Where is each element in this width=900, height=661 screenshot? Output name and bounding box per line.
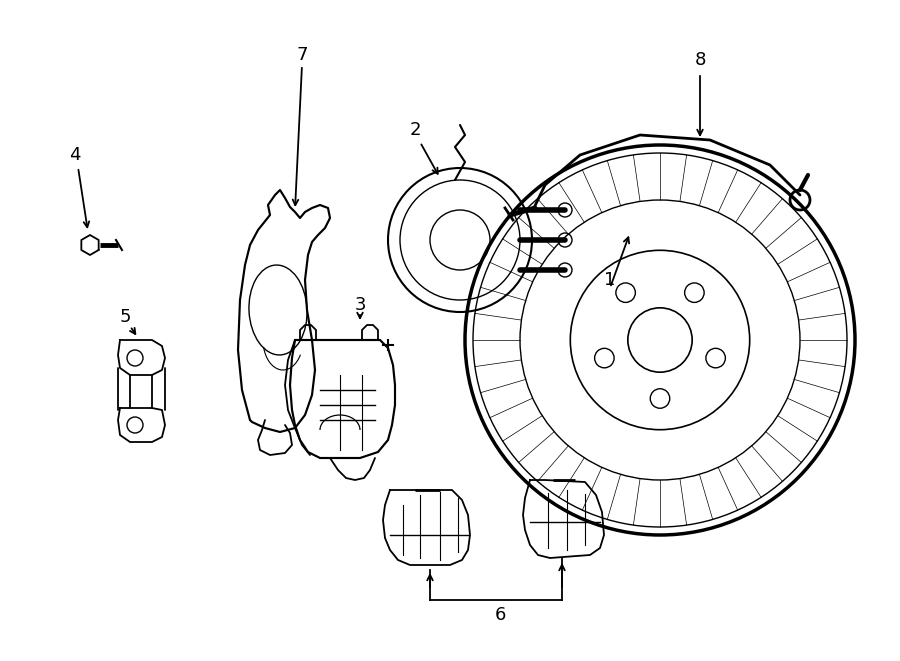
Text: 7: 7: [296, 46, 308, 64]
Text: 3: 3: [355, 296, 365, 314]
Text: 5: 5: [119, 308, 130, 326]
Text: 8: 8: [694, 51, 706, 69]
Text: 2: 2: [410, 121, 421, 139]
Text: 4: 4: [69, 146, 81, 164]
Text: 1: 1: [604, 271, 616, 289]
Text: 6: 6: [494, 606, 506, 624]
